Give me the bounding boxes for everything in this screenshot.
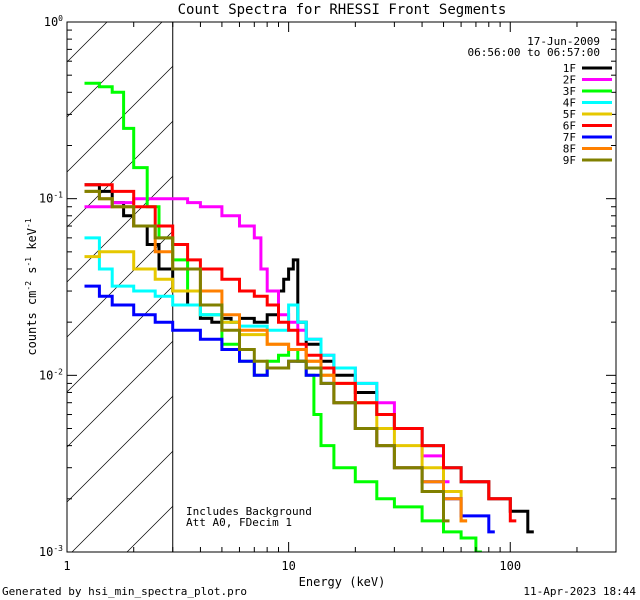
series-9F (84, 189, 450, 523)
hatch-line (67, 22, 108, 63)
time-range-label: 06:56:00 to 06:57:00 (468, 46, 600, 59)
annotation-attenuator: Att A0, FDecim 1 (186, 516, 292, 529)
y-tick-label: 10-1 (39, 191, 63, 206)
y-axis-label: counts cm-2 s-1 keV-1 (24, 218, 39, 355)
footer-timestamp: 11-Apr-2023 18:44 (523, 585, 636, 598)
legend-label-9F: 9F (563, 154, 576, 167)
legend-label-5F: 5F (563, 108, 576, 121)
series-3F (84, 81, 482, 552)
hatch-line (67, 175, 173, 283)
hatch-line (67, 395, 173, 503)
hatch-line (67, 230, 173, 338)
legend-label-8F: 8F (563, 143, 576, 156)
y-tick-label: 100 (44, 14, 63, 29)
y-tick-label: 10-3 (39, 544, 63, 559)
legend-label-7F: 7F (563, 131, 576, 144)
hatch-line (71, 450, 173, 552)
x-tick-label: 10 (281, 559, 295, 573)
x-tick-label: 1 (63, 559, 70, 573)
chart-title: Count Spectra for RHESSI Front Segments (178, 2, 507, 18)
legend-label-2F: 2F (563, 74, 576, 87)
x-tick-label: 100 (499, 559, 521, 573)
legend-label-4F: 4F (563, 97, 576, 110)
legend-label-6F: 6F (563, 120, 576, 133)
background-shaded-region (67, 22, 173, 552)
annotation-background: Includes Background (186, 505, 312, 518)
legend-label-3F: 3F (563, 85, 576, 98)
x-axis-label: Energy (keV) (299, 575, 386, 589)
series-6F (84, 183, 517, 523)
plot-frame (66, 21, 617, 553)
date-label: 17-Jun-2009 (527, 35, 600, 48)
hatch-line (67, 22, 163, 118)
legend-label-1F: 1F (563, 62, 576, 75)
y-tick-label: 10-2 (39, 367, 63, 382)
footer-generated-by: Generated by hsi_min_spectra_plot.pro (2, 585, 248, 598)
